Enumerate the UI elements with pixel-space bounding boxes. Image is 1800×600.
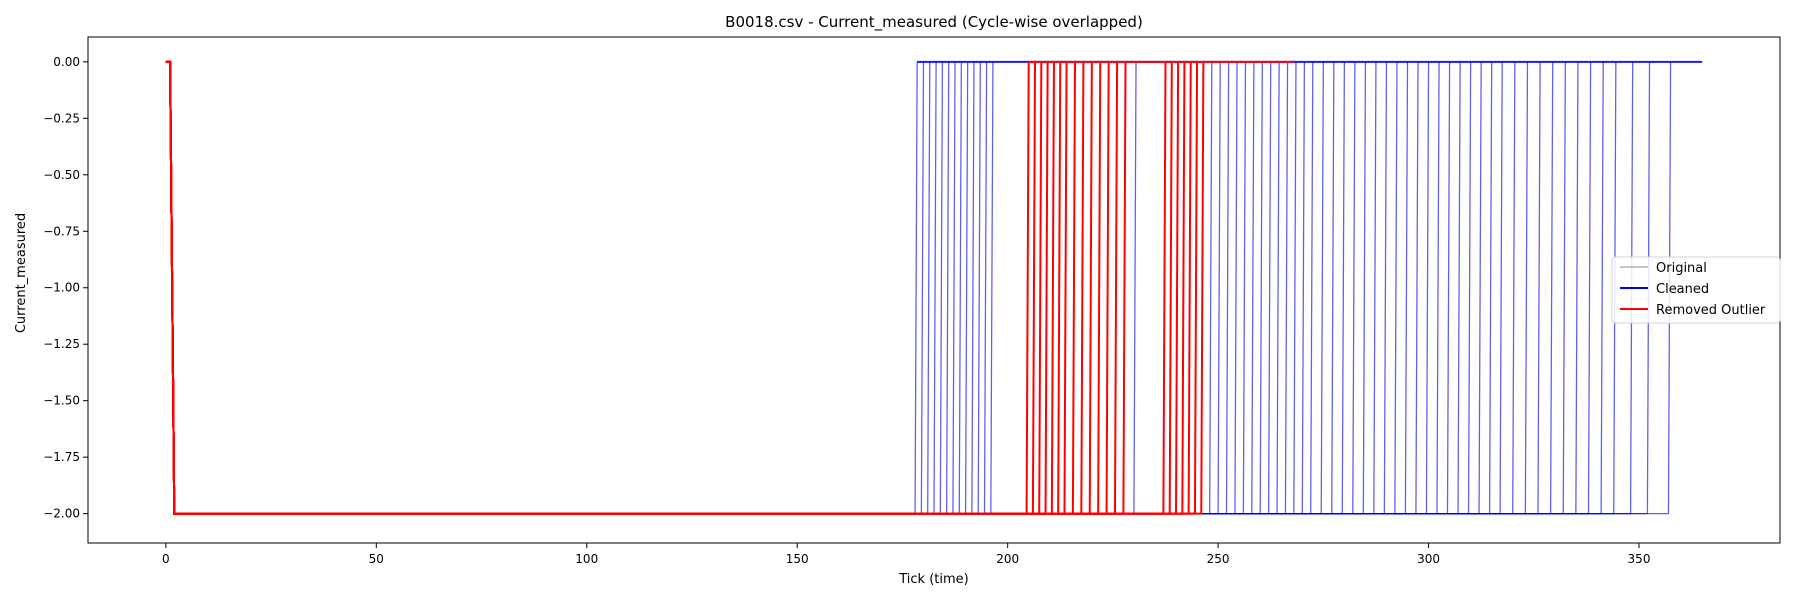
y-tick-label: −1.75 bbox=[43, 450, 80, 464]
y-tick-label: −0.50 bbox=[43, 168, 80, 182]
x-tick-label: 100 bbox=[575, 552, 598, 566]
legend-label-cleaned: Cleaned bbox=[1656, 282, 1709, 297]
x-tick-label: 50 bbox=[369, 552, 384, 566]
x-tick-label: 200 bbox=[996, 552, 1019, 566]
y-tick-label: −1.00 bbox=[43, 281, 80, 295]
y-tick-label: −0.75 bbox=[43, 224, 80, 238]
cycle-line bbox=[165, 60, 1205, 515]
legend-label-original: Original bbox=[1656, 261, 1707, 276]
legend: Original Cleaned Removed Outlier bbox=[1611, 256, 1781, 324]
y-axis-label: Current_measured bbox=[14, 213, 29, 333]
y-tick-label: −1.25 bbox=[43, 337, 80, 351]
series-removed-outlier bbox=[165, 60, 1294, 515]
y-tick-label: −0.25 bbox=[43, 111, 80, 125]
x-tick-label: 300 bbox=[1417, 552, 1440, 566]
x-tick-label: 150 bbox=[786, 552, 809, 566]
y-axis: 0.00 −0.25 −0.50 −0.75 −1.00 −1.25 −1.50 −1.75 −… bbox=[43, 55, 88, 521]
x-tick-label: 350 bbox=[1628, 552, 1651, 566]
chart-title: B0018.csv - Current_measured (Cycle-wise… bbox=[725, 13, 1143, 32]
y-tick-label: −2.00 bbox=[43, 507, 80, 521]
x-axis: 0 50 100 150 200 250 300 350 bbox=[162, 543, 1650, 566]
y-tick-label: −1.50 bbox=[43, 394, 80, 408]
x-axis-label: Tick (time) bbox=[898, 572, 968, 587]
x-tick-label: 0 bbox=[162, 552, 170, 566]
plot-area bbox=[165, 60, 1703, 515]
legend-box bbox=[1611, 256, 1781, 324]
legend-label-removed-outlier: Removed Outlier bbox=[1656, 303, 1766, 318]
x-tick-label: 250 bbox=[1207, 552, 1230, 566]
y-tick-label: 0.00 bbox=[53, 55, 80, 69]
